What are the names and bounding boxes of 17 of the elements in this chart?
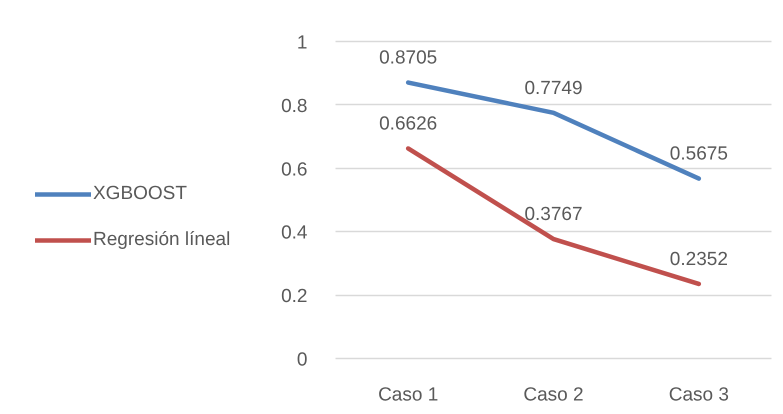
y-tick-label: 0.2 xyxy=(281,286,308,308)
data-label: 0.6626 xyxy=(379,113,438,134)
data-label: 0.7749 xyxy=(524,78,583,99)
y-tick-label: 0.8 xyxy=(281,96,308,117)
x-tick-label: Caso 2 xyxy=(523,384,584,406)
legend-label: Regresión líneal xyxy=(93,229,230,251)
y-tick-label: 0 xyxy=(296,350,308,370)
data-label: 0.2352 xyxy=(670,248,728,270)
x-tick-label: Caso 1 xyxy=(378,384,438,406)
y-tick-label: 1 xyxy=(296,32,308,54)
x-tick-label: Caso 3 xyxy=(668,384,729,406)
legend-label: XGBOOST xyxy=(93,183,187,205)
data-label: 0.3767 xyxy=(524,204,583,226)
y-tick-label: 0.4 xyxy=(281,222,308,244)
y-tick-label: 0.6 xyxy=(281,159,308,180)
data-label: 0.8705 xyxy=(379,48,438,69)
data-label: 0.5675 xyxy=(670,144,728,165)
